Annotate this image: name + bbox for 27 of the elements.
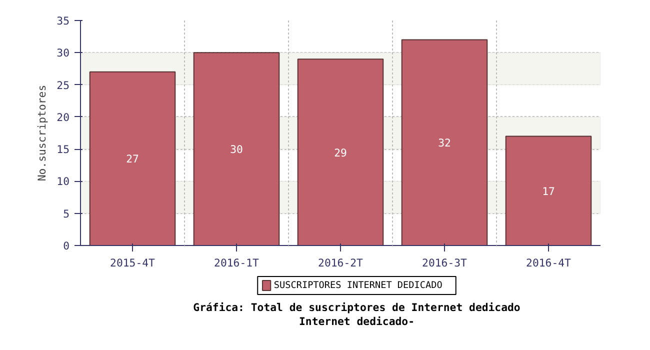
y-tick-label: 30 (56, 46, 70, 60)
text: Gráfica: Total de suscriptores de Internet dedicado (193, 301, 520, 314)
y-tick-label: 10 (56, 175, 70, 188)
data-label: 32 (438, 136, 451, 150)
data-label: 29 (334, 146, 347, 160)
x-tick-label: 2015-4T (110, 256, 156, 270)
bar (505, 136, 592, 246)
legend-label: SUSCRIPTORES INTERNET DEDICADO (274, 280, 443, 291)
bar (89, 71, 176, 246)
x-tick-label: 2016-3T (422, 256, 468, 270)
text: Internet dedicado- (299, 315, 414, 328)
y-axis-title: No.suscriptores (36, 84, 49, 182)
y-tick-label: 5 (63, 207, 70, 220)
y-tick-label: 35 (56, 14, 70, 28)
x-tick-label: 2016-4T (526, 256, 572, 270)
x-tick-label: 2016-1T (214, 256, 260, 270)
y-tick-label: 15 (56, 143, 70, 156)
data-label: 27 (126, 152, 139, 166)
data-label: 30 (230, 143, 243, 156)
bar (401, 39, 488, 246)
x-tick-label: 2016-2T (318, 256, 364, 270)
bar (193, 52, 280, 246)
y-tick-label: 20 (56, 110, 70, 124)
y-tick-label: 0 (63, 240, 70, 252)
y-tick-label: 25 (56, 78, 70, 92)
data-label: 17 (542, 184, 555, 198)
bar (297, 58, 384, 246)
